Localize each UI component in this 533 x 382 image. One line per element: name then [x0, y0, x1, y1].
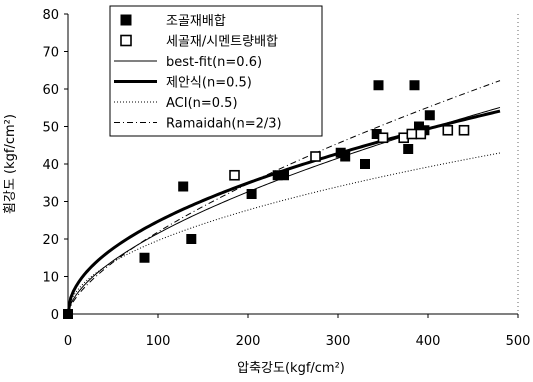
series-line-dash-dot	[67, 80, 501, 315]
data-point-filled	[139, 252, 150, 263]
data-point-filled	[279, 170, 289, 181]
data-point-filled	[403, 144, 414, 154]
data-point-open	[415, 128, 427, 140]
legend-marker	[120, 34, 132, 47]
legend-label: 조골재배합	[166, 14, 226, 29]
y-tick-label: 50	[42, 121, 59, 136]
y-tick-label: 20	[42, 233, 59, 248]
data-point-open	[229, 169, 240, 181]
data-point-filled	[373, 80, 384, 91]
data-point-filled	[340, 151, 351, 162]
data-point-filled	[360, 159, 370, 169]
y-tick-label: 60	[42, 83, 59, 98]
data-point-open	[377, 132, 389, 144]
y-tick-label: 30	[42, 196, 59, 211]
y-axis-title: 휨강도 (kgf/cm²)	[3, 114, 18, 214]
data-point-filled	[246, 189, 257, 199]
data-point-filled	[424, 110, 435, 121]
x-tick-label: 200	[236, 334, 261, 349]
legend-label: best-fit(n=0.6)	[166, 55, 262, 70]
legend-label: ACI(n=0.5)	[166, 96, 238, 111]
legend-label: 세골재/시멘트량배합	[166, 35, 278, 50]
series-line-thin-solid	[67, 106, 501, 315]
x-tick-label: 100	[146, 334, 171, 349]
y-tick-label: 70	[42, 46, 59, 61]
data-point-filled	[409, 80, 420, 91]
x-tick-label: 0	[64, 334, 72, 349]
x-axis: 0 100 200 300 400 500	[64, 313, 531, 349]
data-point-open	[310, 151, 321, 162]
data-point-open	[406, 128, 418, 140]
y-axis: 0 10 20 30 40 50 60 70 80	[42, 8, 69, 323]
y-tick-label: 80	[42, 8, 59, 23]
legend-label: Ramaidah(n=2/3)	[166, 117, 282, 132]
data-point-open	[458, 124, 470, 136]
data-point-filled	[63, 309, 73, 319]
series-points	[63, 80, 470, 319]
x-tick-label: 300	[326, 334, 351, 349]
x-tick-label: 400	[416, 334, 441, 349]
legend-marker	[120, 14, 132, 26]
y-tick-label: 10	[42, 271, 59, 286]
y-tick-label: 0	[51, 308, 59, 323]
series-line-thick-solid	[66, 109, 501, 315]
y-tick-label: 40	[42, 158, 59, 173]
legend-box	[109, 5, 323, 137]
x-axis-title: 압축강도(kgf/cm²)	[237, 361, 345, 376]
data-point-filled	[178, 181, 189, 192]
data-point-open	[442, 124, 454, 136]
legend-label: 제안식(n=0.5)	[166, 76, 252, 91]
x-tick-label: 500	[506, 334, 531, 349]
data-point-filled	[186, 234, 197, 244]
